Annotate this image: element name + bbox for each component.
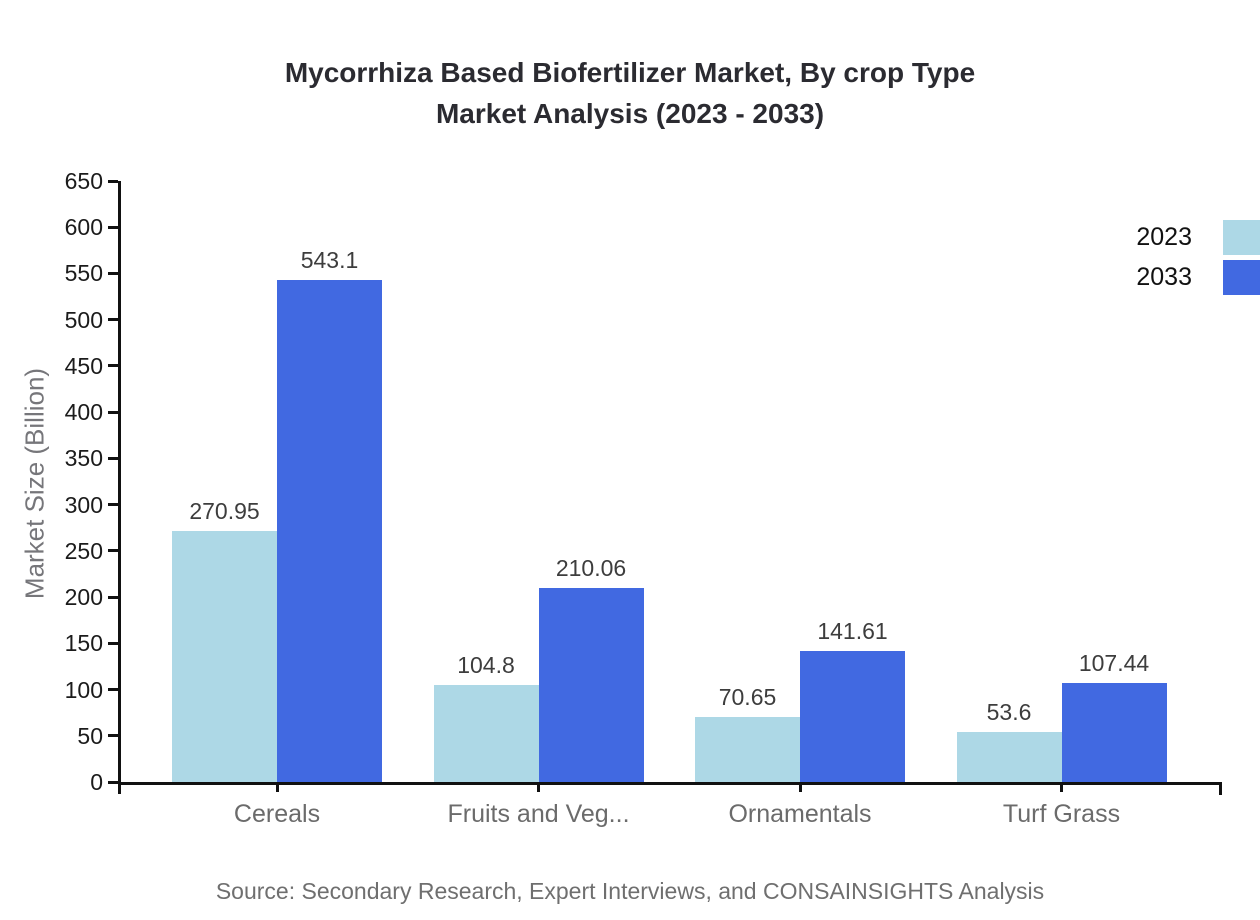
y-tick-mark bbox=[108, 688, 118, 692]
x-tick-mark bbox=[275, 782, 279, 792]
x-category-label: Cereals bbox=[233, 800, 321, 828]
y-tick-mark bbox=[108, 318, 118, 322]
y-tick-label: 200 bbox=[64, 584, 103, 611]
y-tick-label: 650 bbox=[64, 168, 103, 194]
source-note: Source: Secondary Research, Expert Inter… bbox=[215, 878, 1045, 904]
x-axis-line bbox=[118, 782, 1222, 785]
y-tick-mark bbox=[108, 179, 118, 183]
y-axis-title: Market Size (Billion) bbox=[19, 367, 50, 600]
chart-title-line1: Mycorrhiza Based Biofertilizer Market, B… bbox=[284, 57, 976, 88]
x-category-label: Turf Grass bbox=[1002, 800, 1121, 828]
y-tick-label: 300 bbox=[64, 491, 103, 518]
x-tick-mark bbox=[798, 782, 802, 792]
y-tick-label: 350 bbox=[64, 445, 103, 472]
bar-value-label: 270.95 bbox=[189, 498, 260, 525]
y-tick-mark bbox=[108, 410, 118, 414]
bar-2033-fruits-and-veg- bbox=[538, 587, 644, 782]
y-tick-label: 50 bbox=[77, 722, 103, 749]
bar-2033-turf-grass bbox=[1061, 682, 1167, 782]
x-axis-end-tick bbox=[1219, 782, 1222, 795]
y-tick-label: 550 bbox=[64, 260, 103, 287]
y-tick-label: 250 bbox=[64, 537, 103, 564]
y-tick-label: 500 bbox=[64, 306, 103, 333]
bar-2033-ornamentals bbox=[800, 651, 905, 782]
bar-2023-ornamentals bbox=[695, 716, 800, 782]
y-tick-label: 150 bbox=[64, 630, 103, 657]
y-tick-mark bbox=[108, 456, 118, 460]
legend: 2023 2033 bbox=[1136, 220, 1260, 300]
bar-value-label: 210.06 bbox=[555, 554, 627, 581]
legend-item-2023: 2023 bbox=[1136, 220, 1260, 255]
y-tick-label: 0 bbox=[90, 769, 103, 795]
y-tick-mark bbox=[108, 549, 118, 553]
bar-value-label: 104.8 bbox=[457, 652, 515, 679]
y-tick-label: 100 bbox=[64, 676, 103, 703]
y-tick-label: 450 bbox=[64, 352, 103, 379]
y-tick-mark bbox=[108, 734, 118, 738]
y-tick-mark bbox=[108, 641, 118, 645]
legend-swatch-2033 bbox=[1223, 260, 1260, 295]
y-axis-line bbox=[118, 181, 121, 794]
bar-2023-cereals bbox=[172, 531, 277, 782]
y-tick-mark bbox=[108, 271, 118, 275]
x-category-label: Ornamentals bbox=[728, 800, 872, 828]
bar-value-label: 53.6 bbox=[986, 699, 1032, 726]
legend-label: 2023 bbox=[1136, 223, 1192, 251]
bar-value-label: 107.44 bbox=[1078, 649, 1150, 676]
legend-item-2033: 2033 bbox=[1136, 260, 1260, 295]
chart-title: Mycorrhiza Based Biofertilizer Market, B… bbox=[0, 52, 1260, 134]
x-tick-mark bbox=[1060, 782, 1063, 792]
bar-2033-cereals bbox=[277, 279, 382, 782]
bar-2023-fruits-and-veg- bbox=[433, 685, 539, 782]
legend-swatch-2023 bbox=[1223, 220, 1260, 255]
x-category-label: Fruits and Veg... bbox=[447, 800, 630, 828]
bar-value-label: 141.61 bbox=[817, 618, 888, 645]
bar-value-label: 543.1 bbox=[300, 246, 359, 273]
chart-title-line2: Market Analysis (2023 - 2033) bbox=[435, 98, 825, 129]
y-tick-label: 600 bbox=[64, 214, 103, 241]
x-tick-mark bbox=[537, 782, 540, 792]
y-tick-mark bbox=[108, 503, 118, 507]
plot-area: 0 50 100 150 200 250 300 350 400 450 500 550 600 650 … bbox=[65, 168, 1222, 828]
y-tick-mark bbox=[108, 595, 118, 599]
bar-2023-turf-grass bbox=[956, 732, 1062, 782]
y-tick-label: 400 bbox=[64, 399, 103, 426]
bar-value-label: 70.65 bbox=[718, 683, 777, 710]
y-tick-mark bbox=[108, 364, 118, 368]
y-tick-mark bbox=[108, 780, 118, 784]
y-tick-mark bbox=[108, 225, 118, 229]
legend-label: 2033 bbox=[1136, 263, 1192, 291]
